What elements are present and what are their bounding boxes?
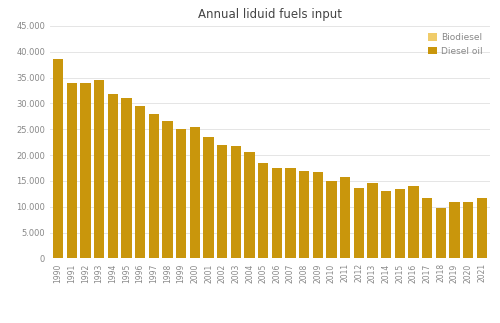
Bar [53,59,64,258]
Bar [272,168,282,258]
Title: Annual liduid fuels input: Annual liduid fuels input [198,7,342,20]
Bar [176,129,186,258]
Bar [422,198,432,258]
Bar [204,138,214,258]
Bar [450,202,460,258]
Bar [190,127,200,258]
Bar [122,98,132,258]
Bar [66,83,77,258]
Bar [368,183,378,258]
Bar [286,169,296,258]
Bar [326,181,336,258]
Legend: Biodiesel, Diesel oil: Biodiesel, Diesel oil [425,30,486,58]
Bar [230,146,241,258]
Bar [94,80,104,258]
Bar [135,106,145,258]
Bar [258,163,268,258]
Bar [299,171,310,258]
Bar [394,189,405,258]
Bar [340,177,350,258]
Bar [217,145,228,258]
Bar [80,83,90,258]
Bar [162,121,172,258]
Bar [354,188,364,258]
Bar [436,208,446,258]
Bar [148,114,159,258]
Bar [108,94,118,258]
Bar [244,152,254,258]
Bar [476,198,487,258]
Bar [408,186,418,258]
Bar [312,172,323,258]
Bar [381,191,392,258]
Bar [463,202,473,258]
